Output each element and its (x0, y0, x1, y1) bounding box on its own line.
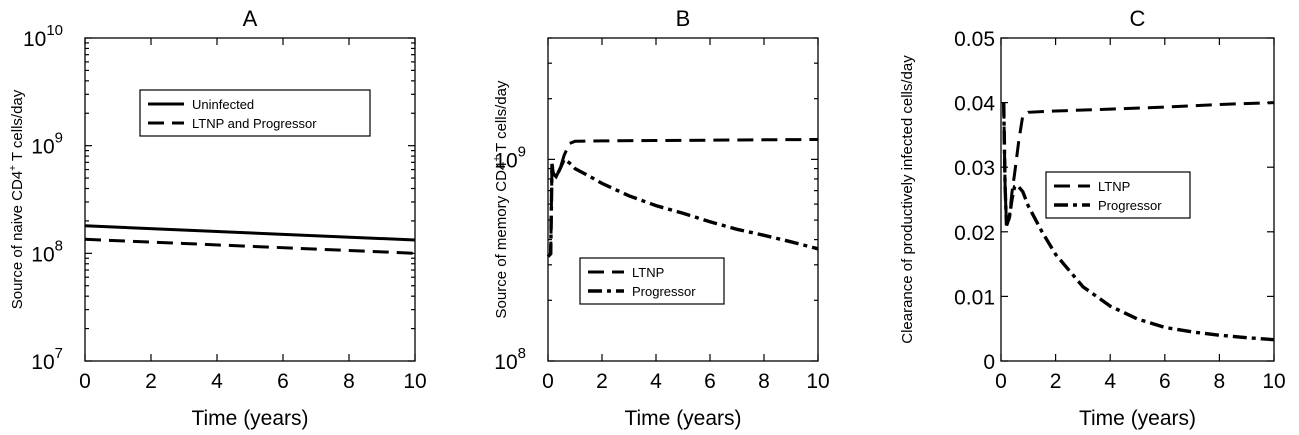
x-tick-label: 8 (343, 370, 355, 393)
legend-box (139, 89, 371, 137)
series-line-progressor (1002, 102, 1275, 342)
x-tick-label: 4 (650, 370, 662, 393)
legend: Uninfected LTNP and Progressor (139, 89, 371, 137)
chart-title: A (243, 6, 258, 31)
x-tick-label: 2 (145, 370, 157, 393)
y-tick-label: 0 (983, 351, 995, 374)
series-line-uninfected (84, 224, 416, 242)
y-tick-label: 0.01 (954, 286, 995, 309)
chart-title: B (676, 6, 691, 31)
x-axis-label: Time (years) (1079, 407, 1196, 430)
x-tick-label: 0 (542, 370, 554, 393)
x-tick-label: 4 (211, 370, 223, 393)
x-tick-label: 6 (1159, 370, 1171, 393)
legend-label: Uninfected (192, 97, 254, 112)
legend-label: LTNP and Progressor (192, 116, 317, 131)
y-tick-label: 0.05 (954, 28, 995, 51)
y-tick-label: 0.03 (954, 157, 995, 180)
x-axis-label: Time (years) (191, 407, 308, 430)
x-tick-label: 8 (758, 370, 770, 393)
panel-a: A 0 2 4 6 8 10 107 108 109 1010 Time (years) Source … (8, 6, 427, 430)
legend-label: Progressor (1098, 198, 1162, 213)
y-axis-label: Source of memory CD4+ T cells/day (492, 80, 510, 318)
series-line-ltnp (546, 138, 819, 258)
series-line-ltnp-and-progressor (84, 237, 416, 255)
legend-label: Progressor (632, 284, 696, 299)
x-tick-label: 10 (1262, 370, 1285, 393)
y-tick-label: 109 (494, 143, 526, 172)
x-tick-label: 10 (806, 370, 829, 393)
x-tick-label: 4 (1104, 370, 1116, 393)
y-tick-label: 1010 (23, 22, 63, 51)
y-tick-label: 108 (494, 345, 526, 374)
x-tick-label: 0 (995, 370, 1007, 393)
legend-label: LTNP (632, 265, 664, 280)
plot-frame (1000, 37, 1275, 362)
legend: LTNP Progressor (1045, 171, 1191, 219)
y-tick-label: 107 (31, 345, 63, 374)
x-tick-label: 10 (403, 370, 426, 393)
y-tick-label: 109 (31, 130, 63, 159)
panel-c: C 0 2 4 6 8 10 0 0.01 0.02 0.03 0.04 0.05 Time (years… (899, 6, 1286, 430)
legend-box (1045, 171, 1191, 219)
x-tick-label: 2 (596, 370, 608, 393)
x-tick-label: 6 (277, 370, 289, 393)
series-line-progressor (546, 156, 819, 258)
y-tick-label: 0.04 (954, 93, 995, 116)
x-tick-label: 8 (1214, 370, 1226, 393)
chart-title: C (1130, 6, 1146, 31)
x-tick-label: 0 (79, 370, 91, 393)
legend: LTNP Progressor (579, 257, 725, 305)
y-tick-label: 108 (31, 237, 63, 266)
y-tick-label: 0.02 (954, 222, 995, 245)
legend-label: LTNP (1098, 179, 1130, 194)
legend-box (579, 257, 725, 305)
x-tick-label: 6 (704, 370, 716, 393)
panel-b: B 0 2 4 6 8 10 108 109 Time (years) Source of memo… (492, 6, 830, 430)
plot-frame (547, 37, 819, 362)
x-axis-label: Time (years) (624, 407, 741, 430)
x-tick-label: 2 (1050, 370, 1062, 393)
y-axis-label: Clearance of productively infected cells… (899, 55, 916, 344)
plot-frame (84, 37, 416, 362)
y-axis-label: Source of naive CD4+ T cells/day (8, 89, 26, 309)
